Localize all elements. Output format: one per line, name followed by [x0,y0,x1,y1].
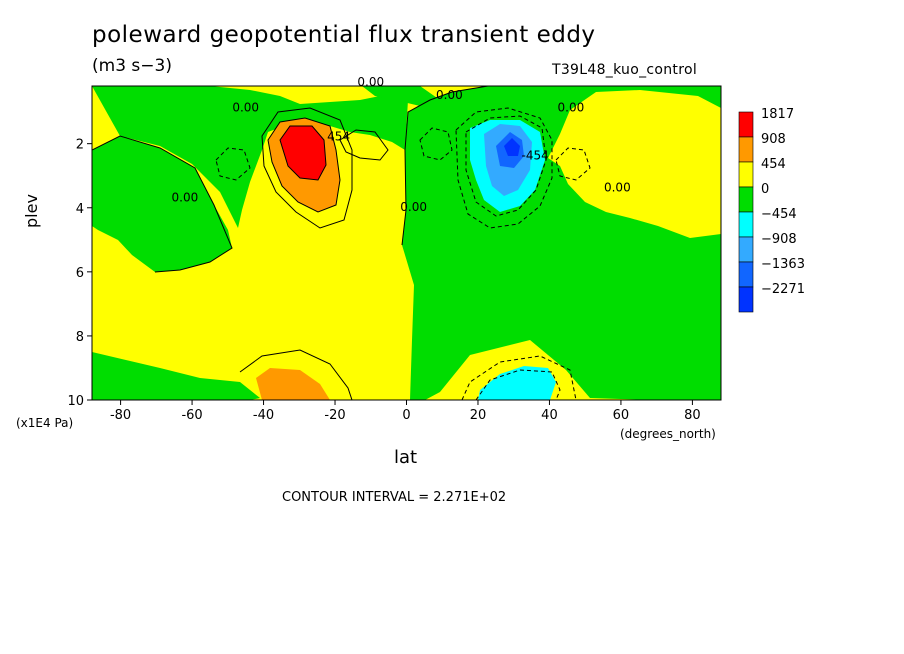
color-legend: 1817 908 454 0 −454 −908 −1363 −2271 [738,107,805,313]
contour-label: 0.00 [558,101,585,115]
legend-level-label: −2271 [761,282,805,297]
contour-line-227-sh-inner [339,129,389,161]
y-axis-unit: (x1E4 Pa) [16,416,74,430]
y-tick-label: 6 [76,266,84,281]
contour-line-908-sh [279,125,327,181]
x-axis-unit: (degrees_north) [620,427,716,441]
x-tick-label: 40 [541,408,558,423]
legend-level-label: 0 [761,182,769,197]
legend-swatch [738,211,754,238]
contour-label: 0.00 [400,200,427,214]
contour-label: 0.00 [357,75,384,89]
field-level-908-sh-surface [256,368,330,400]
y-axis-ticks: 2 4 6 8 10 [67,138,92,409]
x-tick-label: -80 [110,408,131,423]
y-tick-label: 4 [76,202,84,217]
field-negative-band-sh-upper [92,86,408,272]
contour-label: -454 [522,149,549,163]
x-tick-label: 60 [613,408,630,423]
legend-level-label: −454 [761,207,797,222]
field-level-neg908-nh-surface [478,366,556,400]
contour-label: 0.00 [604,181,631,195]
x-tick-label: -20 [324,408,345,423]
chart-title: poleward geopotential flux transient edd… [92,22,596,48]
legend-swatch [738,236,754,263]
legend-level-label: 454 [761,157,786,172]
contour-line-negative-nh-2 [465,115,547,217]
chart-units: (m3 s−3) [92,56,172,76]
contour-interval-note: CONTOUR INTERVAL = 2.271E+02 [282,490,507,505]
contour-line-454-sh [267,117,341,213]
contour-line-negative-nh-small-1 [419,127,453,161]
contour-line-negative-nh-surface-2 [475,369,561,400]
x-axis-ticks: -80 -60 -40 -20 0 20 40 60 80 [110,400,701,423]
contour-line-zero-sh [92,135,233,273]
legend-swatch [738,286,754,313]
field-level-908-sh [280,126,326,180]
contour-line-zero-nh [401,86,489,246]
contour-labels: 0.00 0.00 0.00 0.00 454 0.00 -454 0.00 0.00 [172,75,631,214]
legend-level-label: −908 [761,232,797,247]
contour-label: 0.00 [172,190,199,204]
contour-line-negative-nh-small-2 [215,147,251,181]
contour-line-negative-nh-surface [461,355,577,400]
legend-swatch [738,261,754,288]
legend-level-label: −1363 [761,257,805,272]
legend-swatch [738,136,754,163]
x-tick-label: -40 [253,408,274,423]
field-level-neg2271-nh [504,138,520,156]
contour-line-negative-nh [455,107,553,229]
x-axis-label: lat [394,447,418,468]
field-negative-band-sh-surface [92,352,260,400]
legend-level-label: 908 [761,132,786,147]
dataset-label: T39L48_kuo_control [552,62,698,78]
legend-swatch [738,161,754,188]
y-tick-label: 2 [76,138,84,153]
field-negative-band-sh-blob [362,86,440,106]
y-tick-label: 8 [76,330,84,345]
contour-label: 0.00 [436,88,463,102]
x-tick-label: 20 [470,408,487,423]
legend-swatch [738,111,754,138]
contour-label: 454 [327,129,350,143]
contour-line-227-sh-surface [239,349,353,400]
contour-line-negative-nh-small-3 [555,147,591,181]
x-tick-label: 80 [684,408,701,423]
legend-level-label: 1817 [761,107,794,122]
x-tick-label: -60 [181,408,202,423]
contour-label: 0.00 [232,101,259,115]
contour-line-227-sh [261,107,353,229]
x-tick-label: 0 [402,408,410,423]
y-tick-label: 10 [67,394,84,409]
legend-swatch [738,186,754,213]
